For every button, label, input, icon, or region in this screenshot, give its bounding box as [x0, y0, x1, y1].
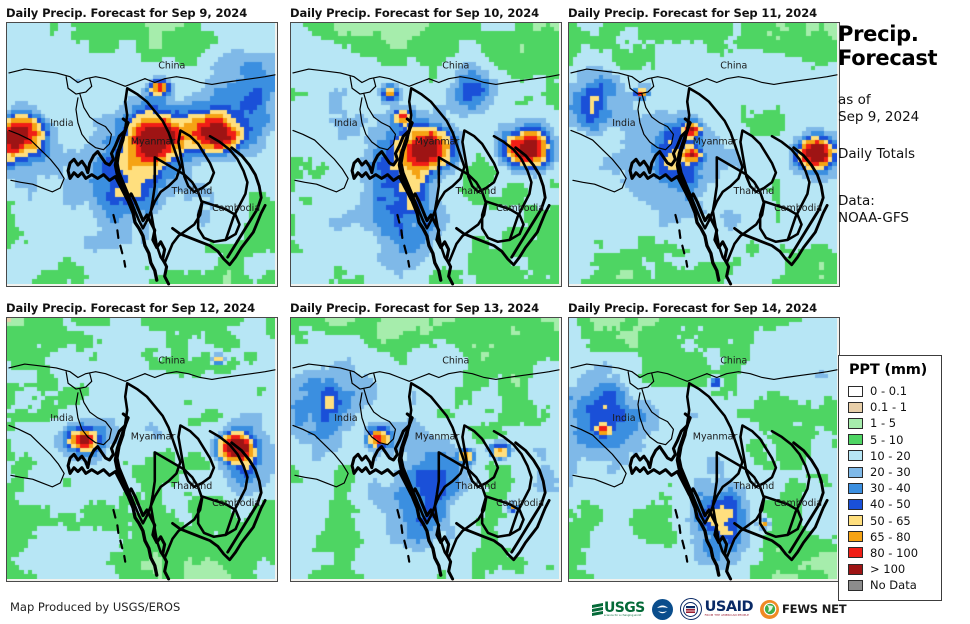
usgs-wave-icon	[592, 602, 603, 616]
map-raster-3[interactable]: China India Myanmar Thailand Cambodia	[568, 22, 840, 287]
map-panel: Daily Precip. Forecast for Sep 11, 2024	[568, 6, 817, 20]
precip-raster	[569, 23, 837, 284]
legend-label: 1 - 5	[870, 416, 897, 431]
map-panel-title: Daily Precip. Forecast for Sep 13, 2024	[290, 301, 540, 315]
usaid-logo: USAID FROM THE AMERICAN PEOPLE	[679, 598, 754, 620]
legend-item: 65 - 80	[848, 529, 941, 545]
legend-title: PPT (mm)	[849, 362, 928, 378]
precip-raster	[7, 318, 275, 579]
legend-item: 0.1 - 1	[848, 399, 941, 415]
noaa-logo	[651, 598, 673, 620]
precip-raster	[291, 23, 559, 284]
legend-label: No Data	[870, 578, 917, 593]
legend-swatch	[848, 450, 863, 462]
legend-label: 65 - 80	[870, 529, 911, 544]
title-block: Precip. Forecast as of Sep 9, 2024 Daily…	[838, 22, 970, 227]
legend-item: No Data	[848, 577, 941, 593]
map-title-line2: Forecast	[838, 46, 938, 70]
legend-item: 0 - 0.1	[848, 383, 941, 399]
legend-item: 5 - 10	[848, 432, 941, 448]
legend-swatch	[848, 498, 863, 510]
legend-item: 20 - 30	[848, 464, 941, 480]
map-raster-1[interactable]: China India Myanmar Thailand Cambodia	[6, 22, 278, 287]
precip-raster	[569, 318, 837, 579]
legend-label: > 100	[870, 562, 906, 577]
usaid-seal-icon	[679, 598, 702, 620]
legend-label: 80 - 100	[870, 545, 919, 560]
legend-swatch	[848, 515, 863, 527]
legend-item: 1 - 5	[848, 415, 941, 431]
usgs-tagline: science for a changing world	[604, 613, 642, 617]
usaid-shield-icon	[683, 601, 699, 617]
map-raster-4[interactable]: China India Myanmar Thailand Cambodia	[6, 317, 278, 582]
globe-icon	[763, 602, 776, 616]
map-panel: Daily Precip. Forecast for Sep 12, 2024	[6, 301, 255, 315]
map-credit: Map Produced by USGS/EROS	[10, 600, 181, 614]
legend-swatch	[848, 401, 863, 413]
map-raster-6[interactable]: China India Myanmar Thailand Cambodia	[568, 317, 840, 582]
fewsnet-wordmark: FEWS NET	[782, 602, 847, 616]
precip-raster	[291, 318, 559, 579]
noaa-bird-icon	[655, 602, 670, 616]
legend-item: 10 - 20	[848, 448, 941, 464]
legend-swatch	[848, 466, 863, 478]
noaa-seal-icon	[651, 598, 673, 620]
legend-swatch	[848, 434, 863, 446]
map-panel: Daily Precip. Forecast for Sep 13, 2024	[290, 301, 539, 315]
map-panel-title: Daily Precip. Forecast for Sep 12, 2024	[6, 301, 256, 315]
legend-label: 30 - 40	[870, 481, 911, 496]
precip-raster	[7, 23, 275, 284]
fewsnet-globe-icon	[760, 599, 780, 619]
usgs-wordmark: USGS	[604, 599, 645, 616]
legend-swatch	[848, 385, 863, 397]
map-panel-title: Daily Precip. Forecast for Sep 14, 2024	[568, 301, 818, 315]
map-raster-5[interactable]: China India Myanmar Thailand Cambodia	[290, 317, 562, 582]
legend-label: 20 - 30	[870, 465, 911, 480]
legend-item: 80 - 100	[848, 545, 941, 561]
legend-swatch	[848, 482, 863, 494]
legend-label: 50 - 65	[870, 513, 911, 528]
daily-totals-label: Daily Totals	[838, 146, 916, 162]
data-source: NOAA-GFS	[838, 210, 909, 226]
map-panel: Daily Precip. Forecast for Sep 14, 2024	[568, 301, 817, 315]
usaid-wordmark: USAID	[704, 598, 754, 615]
legend-label: 0 - 0.1	[870, 384, 908, 399]
legend-swatch	[848, 547, 863, 559]
map-panel-title: Daily Precip. Forecast for Sep 10, 2024	[290, 6, 540, 20]
map-panel-title: Daily Precip. Forecast for Sep 11, 2024	[568, 6, 818, 20]
as-of-label: as of	[838, 92, 871, 108]
map-title-line1: Precip.	[838, 22, 919, 46]
map-raster-2[interactable]: China India Myanmar Thailand Cambodia	[290, 22, 562, 287]
legend-item: 30 - 40	[848, 480, 941, 496]
legend-label: 0.1 - 1	[870, 400, 908, 415]
legend-label: 40 - 50	[870, 497, 911, 512]
data-label: Data:	[838, 193, 875, 209]
map-panel: Daily Precip. Forecast for Sep 10, 2024	[290, 6, 539, 20]
as-of-date: Sep 9, 2024	[838, 109, 920, 125]
usaid-tagline: FROM THE AMERICAN PEOPLE	[704, 612, 749, 617]
agency-logo-row: USGS science for a changing world	[592, 598, 853, 620]
legend-item: 50 - 65	[848, 513, 941, 529]
legend-label: 10 - 20	[870, 448, 911, 463]
fewsnet-logo: FEWS NET	[760, 598, 847, 620]
legend-swatch	[848, 531, 863, 543]
legend-swatch	[848, 563, 863, 575]
map-panel-title: Daily Precip. Forecast for Sep 9, 2024	[6, 6, 248, 20]
legend-item: 40 - 50	[848, 496, 941, 512]
legend-label: 5 - 10	[870, 432, 904, 447]
usgs-logo: USGS science for a changing world	[592, 598, 645, 620]
map-panel: Daily Precip. Forecast for Sep 9, 2024	[6, 6, 247, 20]
legend-swatch	[848, 579, 863, 591]
legend-item: > 100	[848, 561, 941, 577]
legend-swatch	[848, 417, 863, 429]
